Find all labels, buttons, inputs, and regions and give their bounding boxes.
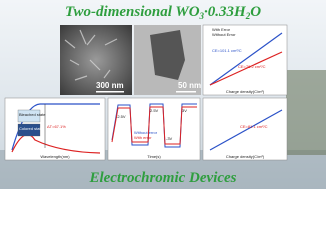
label: -2.5V <box>116 114 126 119</box>
inset-label: Colored state <box>19 126 44 131</box>
scale-bar <box>96 91 124 93</box>
tem-scale: 50 nm <box>178 81 201 90</box>
inset-colored <box>17 123 41 137</box>
graphical-abstract: Two-dimensional WO3·0.33H2O 300 nm 50 nm… <box>0 0 326 189</box>
legend-entry: With Error <box>212 27 231 32</box>
legend-entry: Without Error <box>212 32 236 37</box>
x-label: Charge density(C/m²) <box>226 89 265 94</box>
footer-title: Electrochromic Devices <box>88 170 236 186</box>
curve <box>11 134 101 154</box>
x-label: Wavelength(nm) <box>40 154 70 159</box>
label: -3V <box>166 136 173 141</box>
curve <box>111 106 197 145</box>
x-label: Charge density(C/m²) <box>226 154 265 159</box>
inset-bleached <box>17 109 41 123</box>
label: 3V <box>182 108 187 113</box>
inset-label: Bleached state <box>19 112 46 117</box>
scale-bar <box>176 91 196 93</box>
annotation: ΔT=67.1% <box>47 124 66 129</box>
annotation: CE=101.1 cm²/C <box>212 48 242 53</box>
legend-entry: Without error <box>134 130 158 135</box>
label: 2.5V <box>150 108 159 113</box>
x-label: Time(s) <box>147 154 161 159</box>
sem-texture <box>64 29 118 81</box>
trees <box>286 70 326 155</box>
curve <box>209 51 283 86</box>
curve <box>209 32 283 86</box>
sem-scale: 300 nm <box>96 81 124 90</box>
annotation: CE=81.1 cm²/C <box>240 124 268 129</box>
title: Two-dimensional WO3·0.33H2O <box>65 4 261 21</box>
legend-entry: With error <box>134 135 152 140</box>
curve <box>209 109 283 151</box>
sem-image <box>60 25 132 95</box>
tem-sheet <box>150 30 185 80</box>
panel <box>202 97 288 161</box>
annotation: CE=76.2 cm²/C <box>238 64 266 69</box>
